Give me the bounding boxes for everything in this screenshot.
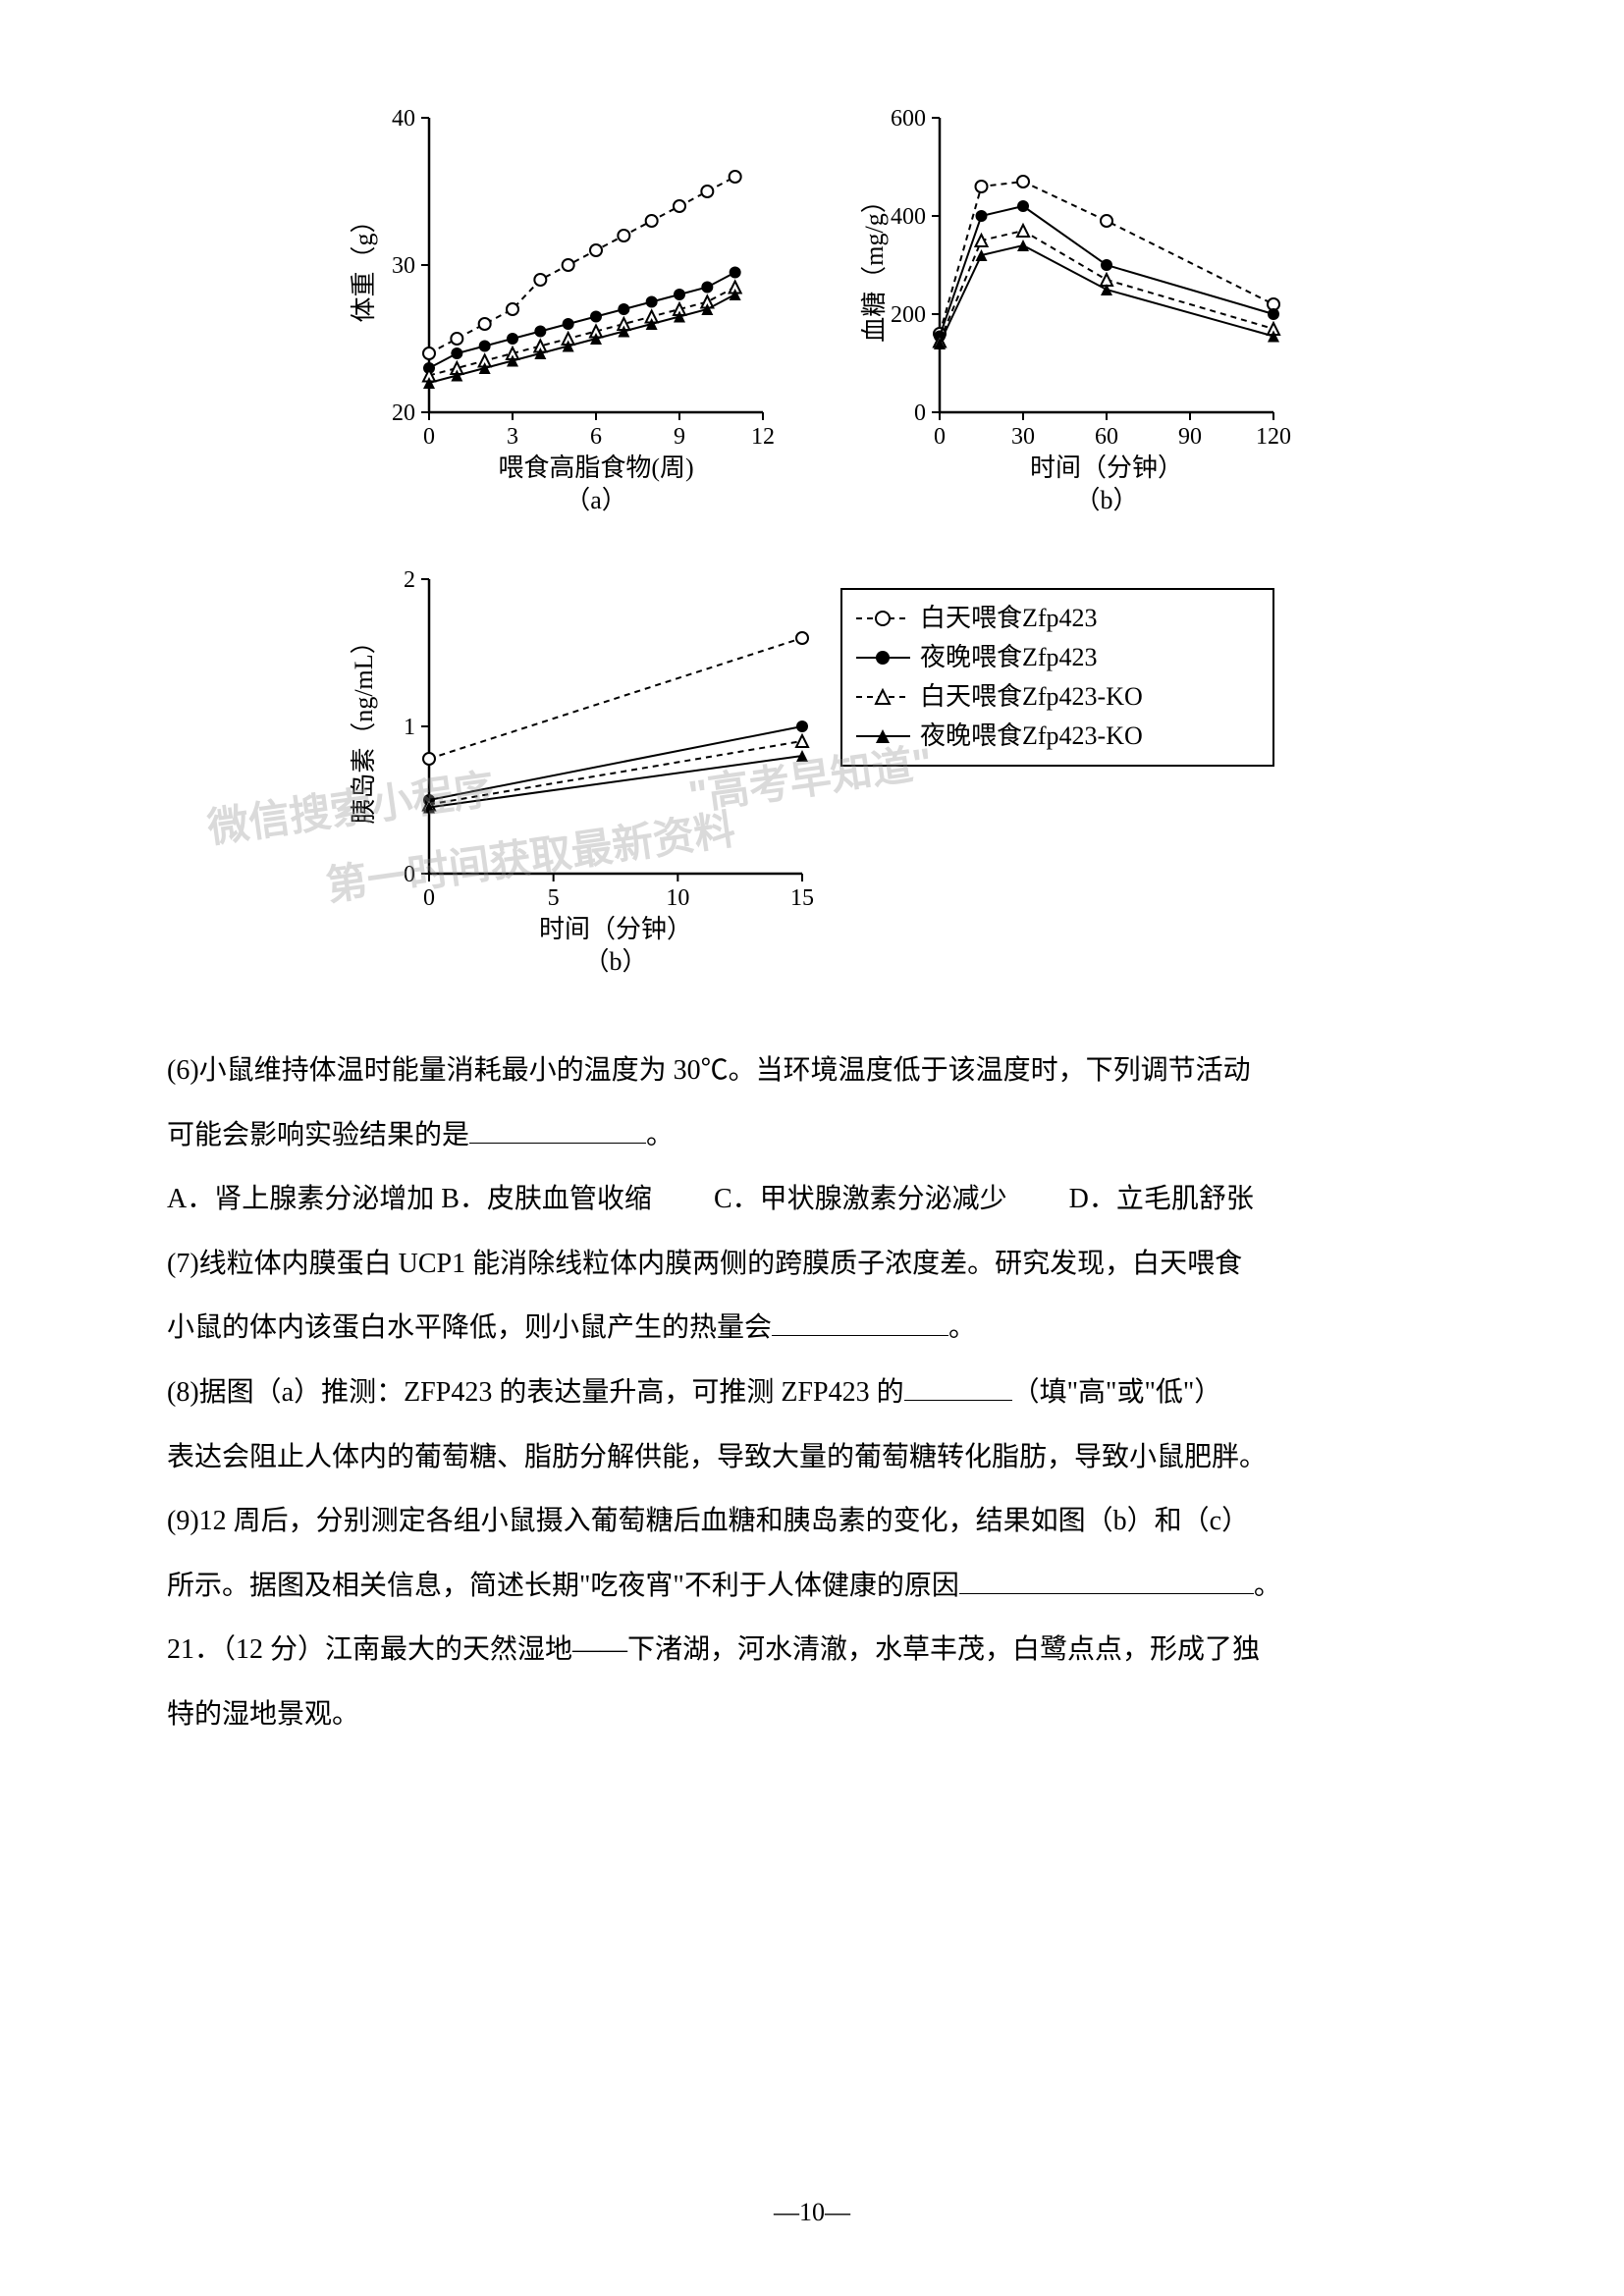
svg-text:0: 0: [914, 400, 926, 426]
svg-text:0: 0: [423, 424, 435, 450]
q6-opt-a: A．肾上腺素分泌增加: [167, 1184, 434, 1214]
charts-row-1: 0 3 6 9 12 20 30 40 体重（g） 喂食高脂食物(周) （a） 0 30 60 90 120…: [167, 98, 1457, 520]
q21-line1: 21．（12 分）江南最大的天然湿地——下渚湖，河水清澈，水草丰茂，白鹭点点，形…: [167, 1620, 1457, 1681]
svg-text:夜晚喂食Zfp423: 夜晚喂食Zfp423: [920, 643, 1098, 671]
svg-text:体重（g）: 体重（g）: [350, 207, 378, 322]
svg-text:30: 30: [1011, 424, 1035, 450]
q6-text2: 可能会影响实验结果的是: [167, 1120, 469, 1150]
q8-line2: 表达会阻止人体内的葡萄糖、脂肪分解供能，导致大量的葡萄糖转化脂肪，导致小鼠肥胖。: [167, 1427, 1457, 1488]
q6-line2: 可能会影响实验结果的是 。: [167, 1105, 1457, 1166]
svg-text:12: 12: [751, 424, 775, 450]
svg-text:（a）: （a）: [565, 486, 627, 514]
chart-c-container: 0 5 10 15 0 1 2 胰岛素（ng/mL） 时间（分钟） （b） 白天喂食Zfp423 夜晚…: [331, 560, 1293, 991]
question-body: (6)小鼠维持体温时能量消耗最小的温度为 30℃。当环境温度低于该温度时，下列调…: [167, 1041, 1457, 1745]
q7-end: 。: [948, 1312, 976, 1343]
svg-text:夜晚喂食Zfp423-KO: 夜晚喂食Zfp423-KO: [920, 721, 1143, 750]
q6-opt-d: D．立毛肌舒张: [1069, 1184, 1254, 1214]
q6-opt-c: C．甲状腺激素分泌减少: [714, 1184, 1007, 1214]
svg-text:40: 40: [392, 106, 415, 132]
q7-line1: (7)线粒体内膜蛋白 UCP1 能消除线粒体内膜两侧的跨膜质子浓度差。研究发现，…: [167, 1234, 1457, 1295]
svg-text:200: 200: [891, 302, 926, 328]
q8-text1: (8)据图（a）推测：ZFP423 的表达量升高，可推测 ZFP423 的: [167, 1377, 904, 1408]
chart-a-container: 0 3 6 9 12 20 30 40 体重（g） 喂食高脂食物(周) （a）: [331, 98, 783, 520]
q6-options: A．肾上腺素分泌增加 B．皮肤血管收缩 C．甲状腺激素分泌减少 D．立毛肌舒张: [167, 1169, 1457, 1230]
q8-blank: [904, 1367, 1012, 1401]
q6-end: 。: [646, 1120, 674, 1150]
svg-text:0: 0: [404, 862, 415, 887]
q7-text2: 小鼠的体内该蛋白水平降低，则小鼠产生的热量会: [167, 1312, 772, 1343]
chart-b-container: 0 30 60 90 120 0 200 400 600 血糖（mg/g） 时间（分钟） （b）: [841, 98, 1293, 520]
q9-end: 。: [1254, 1571, 1281, 1601]
q6-line1: (6)小鼠维持体温时能量消耗最小的温度为 30℃。当环境温度低于该温度时，下列调…: [167, 1041, 1457, 1101]
q9-line2: 所示。据图及相关信息，简述长期"吃夜宵"不利于人体健康的原因 。: [167, 1556, 1457, 1617]
svg-text:30: 30: [392, 253, 415, 279]
svg-text:0: 0: [934, 424, 946, 450]
svg-text:胰岛素（ng/mL）: 胰岛素（ng/mL）: [350, 628, 378, 824]
svg-text:9: 9: [674, 424, 685, 450]
svg-text:白天喂食Zfp423-KO: 白天喂食Zfp423-KO: [920, 682, 1143, 711]
svg-text:0: 0: [423, 885, 435, 911]
svg-text:15: 15: [790, 885, 814, 911]
chart-c: 0 5 10 15 0 1 2 胰岛素（ng/mL） 时间（分钟） （b） 白天喂食Zfp423 夜晚…: [331, 560, 1293, 991]
q9-text2: 所示。据图及相关信息，简述长期"吃夜宵"不利于人体健康的原因: [167, 1571, 959, 1601]
svg-text:600: 600: [891, 106, 926, 132]
svg-text:90: 90: [1178, 424, 1202, 450]
svg-text:血糖（mg/g）: 血糖（mg/g）: [860, 187, 889, 342]
svg-text:白天喂食Zfp423: 白天喂食Zfp423: [920, 604, 1098, 632]
q9-blank: [959, 1561, 1254, 1594]
svg-text:（b）: （b）: [583, 947, 647, 976]
svg-text:2: 2: [404, 567, 415, 593]
q6-opt-b: B．皮肤血管收缩: [441, 1184, 652, 1214]
svg-text:20: 20: [392, 400, 415, 426]
q8-mid: （填"高"或"低"）: [1012, 1377, 1222, 1408]
page-number: —10—: [0, 2198, 1624, 2227]
svg-text:5: 5: [548, 885, 560, 911]
svg-text:时间（分钟）: 时间（分钟）: [539, 915, 692, 943]
svg-text:60: 60: [1095, 424, 1118, 450]
svg-text:3: 3: [507, 424, 518, 450]
svg-text:（b）: （b）: [1074, 486, 1138, 514]
svg-text:1: 1: [404, 715, 415, 740]
q21-line2: 特的湿地景观。: [167, 1684, 1457, 1745]
svg-text:喂食高脂食物(周): 喂食高脂食物(周): [498, 454, 693, 482]
svg-text:6: 6: [590, 424, 602, 450]
q6-blank: [469, 1110, 646, 1144]
svg-text:10: 10: [666, 885, 689, 911]
svg-text:120: 120: [1256, 424, 1291, 450]
q7-line2: 小鼠的体内该蛋白水平降低，则小鼠产生的热量会 。: [167, 1298, 1457, 1359]
q7-blank: [772, 1304, 948, 1337]
chart-b: 0 30 60 90 120 0 200 400 600 血糖（mg/g） 时间（分钟） （b）: [841, 98, 1293, 520]
chart-c-row: 0 5 10 15 0 1 2 胰岛素（ng/mL） 时间（分钟） （b） 白天喂食Zfp423 夜晚…: [167, 560, 1457, 991]
svg-text:400: 400: [891, 204, 926, 230]
svg-text:时间（分钟）: 时间（分钟）: [1030, 454, 1183, 482]
chart-a: 0 3 6 9 12 20 30 40 体重（g） 喂食高脂食物(周) （a）: [331, 98, 783, 520]
q9-line1: (9)12 周后，分别测定各组小鼠摄入葡萄糖后血糖和胰岛素的变化，结果如图（b）…: [167, 1491, 1457, 1552]
q8-line1: (8)据图（a）推测：ZFP423 的表达量升高，可推测 ZFP423 的 （填"…: [167, 1362, 1457, 1423]
